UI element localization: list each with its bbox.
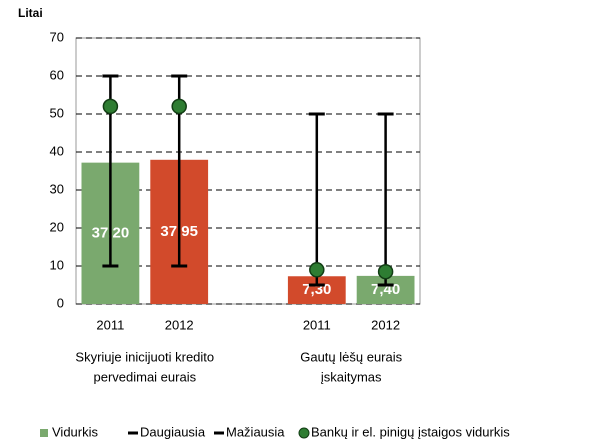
y-axis-label: Litai <box>18 6 43 20</box>
average-dot <box>377 263 394 280</box>
legend-swatch <box>40 429 48 437</box>
legend-label: Mažiausia <box>226 424 285 439</box>
y-tick-label: 50 <box>50 105 64 120</box>
legend-label: Vidurkis <box>52 424 99 439</box>
x-tick-label: 2011 <box>303 317 331 332</box>
group-label: Skyriuje inicijuoti kredito <box>75 349 214 364</box>
group-label: įskaitymas <box>321 369 382 384</box>
y-tick-label: 40 <box>50 143 64 158</box>
average-dot <box>309 262 325 278</box>
legend-label: Bankų ir el. pinigų įstaigos vidurkis <box>311 424 510 439</box>
x-tick-label: 2012 <box>371 317 400 332</box>
legend-label: Daugiausia <box>140 424 206 439</box>
x-tick-label: 2011 <box>96 317 124 332</box>
group-label: pervedimai eurais <box>93 369 196 384</box>
y-tick-label: 20 <box>50 219 64 234</box>
average-dot <box>171 98 187 115</box>
legend-swatch <box>298 427 310 439</box>
group-label: Gautų lėšų eurais <box>300 349 402 364</box>
y-tick-label: 10 <box>50 257 64 272</box>
y-tick-label: 70 <box>50 29 64 44</box>
average-dot <box>102 98 119 115</box>
x-tick-label: 2012 <box>165 317 194 332</box>
y-tick-label: 30 <box>50 181 64 196</box>
y-tick-label: 0 <box>57 295 64 310</box>
y-tick-label: 60 <box>50 67 64 82</box>
